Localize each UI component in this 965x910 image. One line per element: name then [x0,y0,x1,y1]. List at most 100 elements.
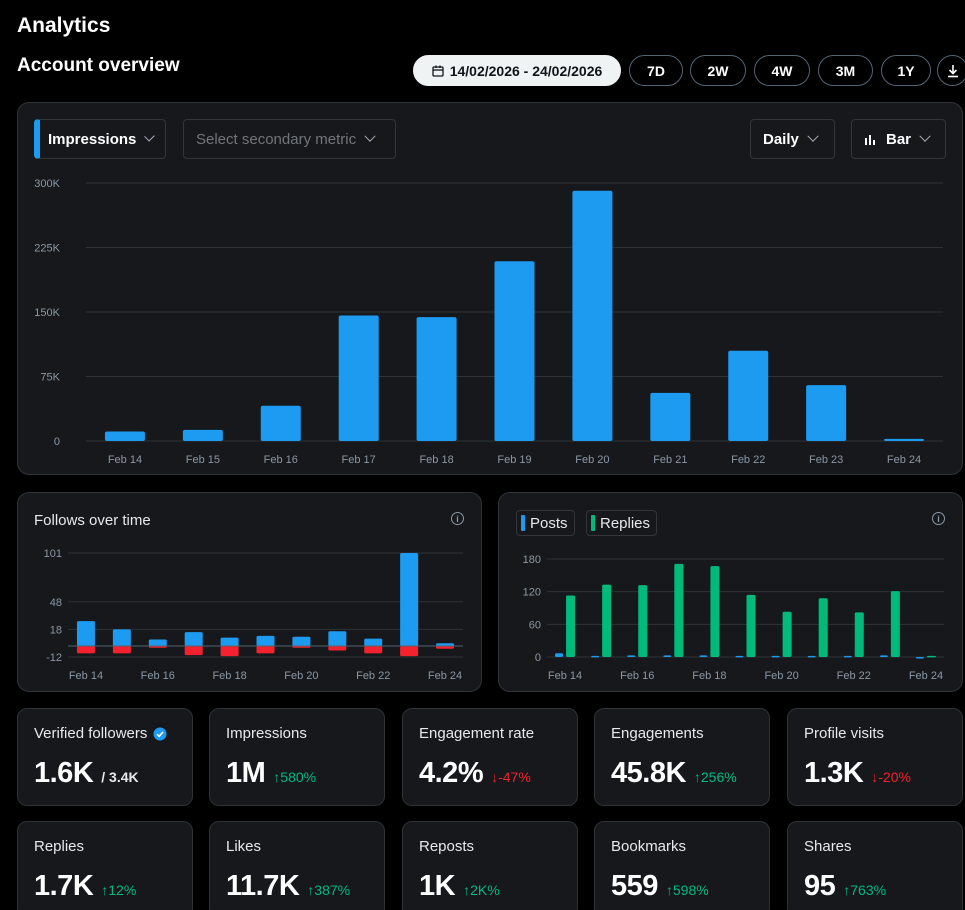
legend-replies[interactable]: Replies [586,510,658,536]
range-1y-button[interactable]: 1Y [881,55,931,86]
info-icon[interactable]: i [932,512,945,525]
primary-metric-label: Impressions [48,130,137,148]
x-tick-label: Feb 14 [548,670,582,682]
interval-select[interactable]: Daily [750,119,835,159]
stat-card-shares[interactable]: Shares 95 ↑763% [787,821,963,910]
x-tick-label: Feb 15 [186,454,220,466]
y-tick-label: 120 [523,587,541,599]
secondary-metric-select[interactable]: Select secondary metric [183,119,396,159]
stat-value: 1M [226,757,266,789]
y-tick-label: 225K [34,243,60,255]
chart-type-select[interactable]: Bar [851,119,946,159]
stat-change: ↑2K% [463,882,500,898]
impressions-bar [182,429,223,441]
replies-bar [746,594,756,657]
follows-bar-chart: -12 18 48 101 Feb 14 Feb 16 Feb 18 Feb 20 Feb 22… [44,548,463,682]
follows-bar [364,638,383,646]
impressions-bar [728,350,769,441]
replies-bar [638,585,648,657]
follows-bar [256,635,275,646]
impressions-chart-card: Impressions Select secondary metric Dail… [17,102,963,475]
stat-label: Replies [34,838,85,855]
posts-bar [627,655,636,657]
secondary-metric-placeholder: Select secondary metric [196,130,357,148]
replies-bar [782,611,792,657]
primary-metric-select[interactable]: Impressions [34,119,166,159]
replies-bar [602,584,612,657]
stat-card-engagements[interactable]: Engagements 45.8K ↑256% [594,708,770,806]
x-tick-label: Feb 16 [141,670,175,682]
stat-card-likes[interactable]: Likes 11.7K ↑387% [209,821,385,910]
stat-value: 559 [611,870,658,902]
section-title: Account overview [17,55,180,76]
legend-posts[interactable]: Posts [516,510,575,536]
posts-bar [555,653,564,657]
stat-card-engagement-rate[interactable]: Engagement rate 4.2% ↓-47% [402,708,578,806]
impressions-bar [650,392,691,441]
y-tick-label: 18 [50,624,62,636]
impressions-bar [104,431,145,441]
stat-value: 4.2% [419,757,484,789]
stat-card-bookmarks[interactable]: Bookmarks 559 ↑598% [594,821,770,910]
stat-label: Bookmarks [611,838,687,855]
stat-card-profile-visits[interactable]: Profile visits 1.3K ↓-20% [787,708,963,806]
x-tick-label: Feb 18 [419,454,453,466]
y-tick-label: -12 [46,652,62,664]
replies-bar [854,612,864,657]
impressions-bar [416,317,457,441]
x-tick-label: Feb 14 [108,454,142,466]
x-tick-label: Feb 22 [356,670,390,682]
follows-chart-title: Follows over time [34,512,151,529]
range-4w-button[interactable]: 4W [754,55,810,86]
x-tick-label: Feb 17 [342,454,376,466]
stat-value: 1K [419,870,456,902]
y-tick-label: 180 [523,554,541,566]
stat-change: ↑12% [101,882,137,898]
stat-total: / 3.4K [101,769,139,785]
posts-replies-bar-chart: 0 60 120 180 Feb 14 Feb 16 Feb 18 Feb 20 Feb 22 F… [523,554,944,682]
x-tick-label: Feb 24 [909,670,943,682]
posts-bar [735,655,744,658]
range-2w-button[interactable]: 2W [690,55,746,86]
posts-bar [879,655,888,657]
stat-card-reposts[interactable]: Reposts 1K ↑2K% [402,821,578,910]
replies-bar [926,655,936,658]
x-tick-label: Feb 16 [620,670,654,682]
stat-card-replies[interactable]: Replies 1.7K ↑12% [17,821,193,910]
stat-value: 45.8K [611,757,686,789]
stat-card-verified-followers[interactable]: Verified followers 1.6K / 3.4K [17,708,193,806]
stat-label: Reposts [419,838,475,855]
date-range-button[interactable]: 14/02/2026 - 24/02/2026 [413,55,621,86]
stat-value: 1.7K [34,870,94,902]
stat-change: ↑256% [693,769,737,785]
x-tick-label: Feb 19 [497,454,531,466]
posts-replies-chart-card: Posts Replies i 0 60 120 180 Feb 14 Feb 16 Feb… [498,492,963,692]
range-3m-button[interactable]: 3M [818,55,873,86]
info-icon[interactable]: i [451,512,464,525]
follows-bar [292,636,311,646]
posts-bar [843,655,852,658]
posts-bar [591,655,600,658]
date-range-label: 14/02/2026 - 24/02/2026 [449,62,603,79]
stat-label: Shares [804,838,852,855]
x-tick-label: Feb 20 [284,670,318,682]
posts-bar [915,657,924,659]
posts-swatch [521,515,525,531]
stat-label: Engagement rate [419,725,535,742]
stat-change: ↓-47% [491,769,531,785]
unfollows-bar [400,645,419,657]
unfollows-bar [436,645,455,649]
replies-swatch [591,515,595,531]
range-7d-button[interactable]: 7D [629,55,683,86]
x-tick-label: Feb 18 [212,670,246,682]
y-tick-label: 60 [529,619,541,631]
replies-bar [890,591,900,657]
unfollows-bar [364,645,383,654]
stat-card-impressions[interactable]: Impressions 1M ↑580% [209,708,385,806]
stat-label: Impressions [226,725,307,742]
impressions-bar [338,315,379,441]
download-button[interactable] [937,55,965,86]
posts-bar [771,655,780,658]
chart-type-label: Bar [886,130,912,148]
legend-posts-label: Posts [530,514,568,532]
